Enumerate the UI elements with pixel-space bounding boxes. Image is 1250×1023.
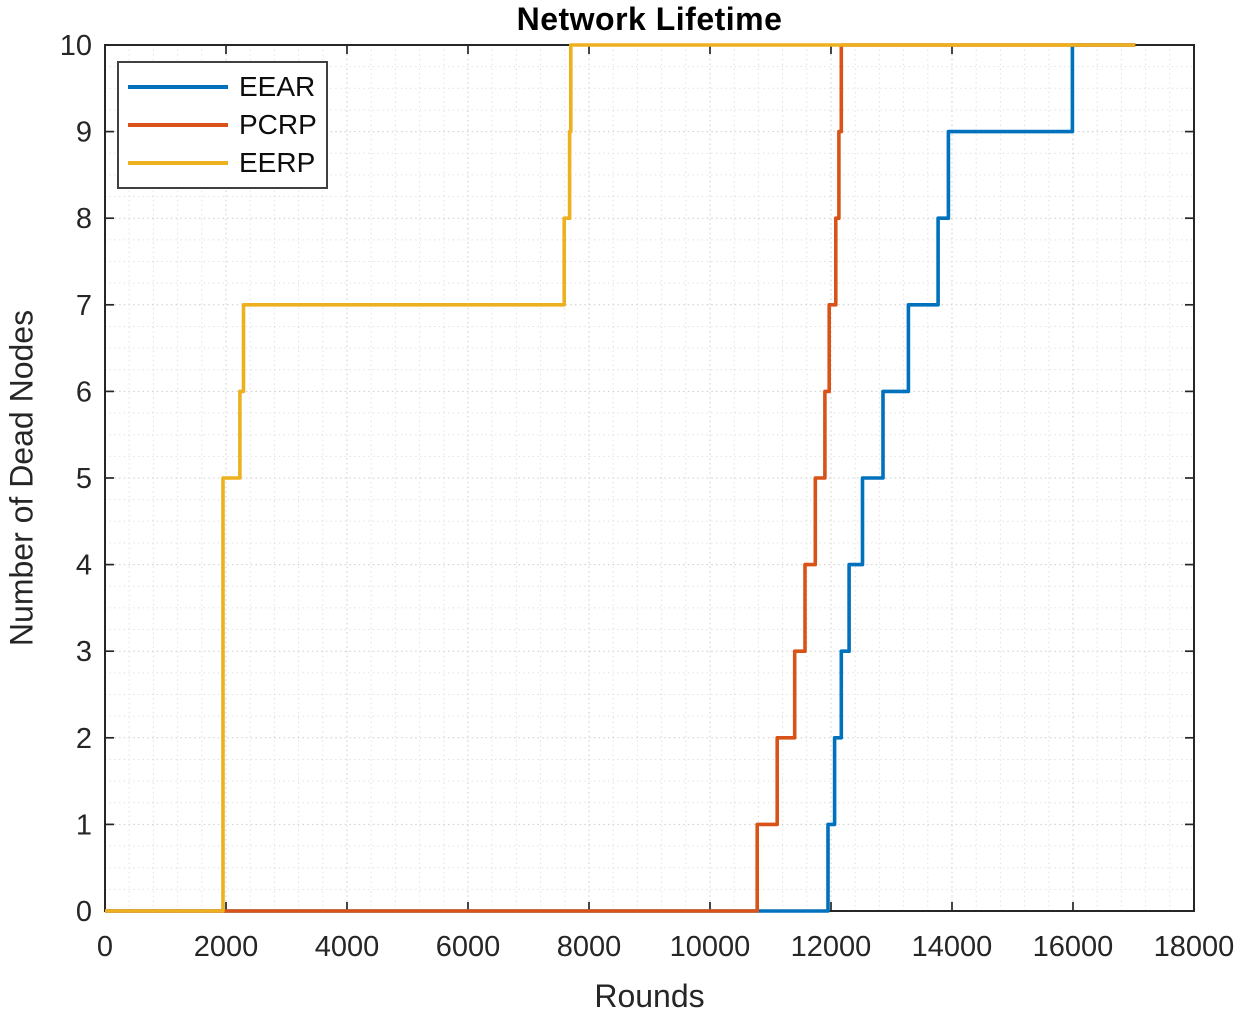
x-tick-label: 16000 (1033, 931, 1114, 963)
y-tick-label: 3 (76, 636, 92, 668)
legend: EEAR PCRP EERP (117, 61, 328, 189)
y-tick-label: 2 (76, 723, 92, 755)
series-line-eerp (105, 43, 1136, 913)
series-line-pcrp (105, 43, 1136, 913)
legend-line-sample-eerp (128, 161, 228, 165)
chart-title: Network Lifetime (516, 1, 783, 37)
legend-label: EERP (239, 147, 316, 178)
series-line-eear (105, 43, 1136, 913)
legend-label: PCRP (239, 109, 317, 140)
legend-item-eerp: EERP (128, 144, 326, 182)
x-tick-label: 12000 (791, 931, 872, 963)
x-tick-label: 14000 (912, 931, 993, 963)
y-axis-label: Number of Dead Nodes (3, 309, 40, 647)
legend-item-eear: EEAR (128, 68, 326, 106)
y-tick-label: 9 (76, 117, 92, 149)
x-tick-label: 4000 (315, 931, 380, 963)
y-tick-label: 4 (76, 550, 92, 582)
x-tick-label: 6000 (436, 931, 501, 963)
x-axis-label: Rounds (594, 978, 705, 1014)
y-tick-label: 5 (76, 463, 92, 495)
legend-line-sample-pcrp (128, 123, 228, 127)
y-tick-label: 10 (60, 30, 92, 62)
legend-item-pcrp: PCRP (128, 106, 326, 144)
y-tick-label: 6 (76, 376, 92, 408)
y-tick-label: 7 (76, 290, 92, 322)
legend-label: EEAR (239, 71, 316, 102)
legend-line-sample-eear (128, 85, 228, 89)
y-tick-label: 8 (76, 203, 92, 235)
x-tick-label: 0 (97, 931, 113, 963)
x-tick-label: 18000 (1154, 931, 1235, 963)
x-tick-label: 8000 (557, 931, 622, 963)
x-tick-label: 10000 (670, 931, 751, 963)
y-tick-label: 1 (76, 809, 92, 841)
y-tick-label: 0 (76, 896, 92, 928)
x-tick-label: 2000 (194, 931, 259, 963)
